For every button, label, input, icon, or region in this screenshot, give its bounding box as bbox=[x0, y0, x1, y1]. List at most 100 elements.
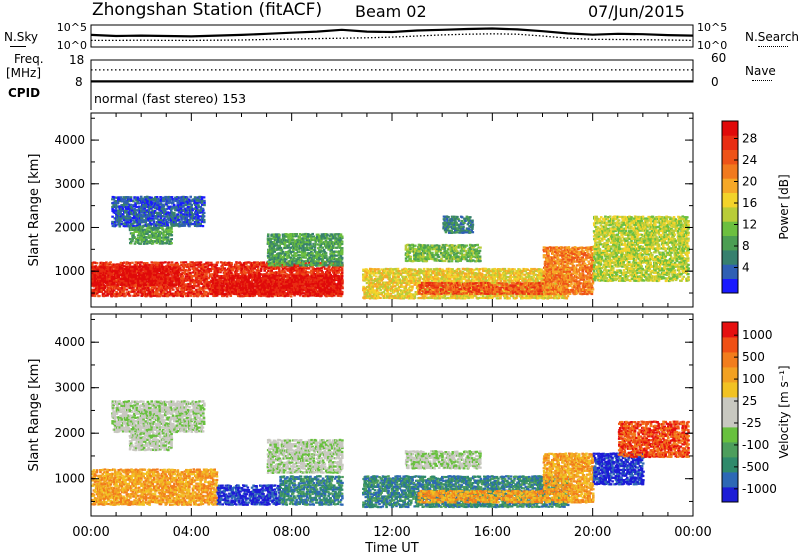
range-gate-cell bbox=[255, 272, 258, 274]
range-gate-cell bbox=[108, 281, 111, 283]
range-gate-cell bbox=[251, 287, 254, 289]
range-gate-cell bbox=[161, 264, 164, 266]
range-gate-cell bbox=[198, 277, 201, 279]
range-gate-cell bbox=[161, 287, 164, 289]
range-gate-cell bbox=[128, 270, 131, 272]
range-gate-cell bbox=[263, 295, 266, 297]
range-gate-cell bbox=[227, 268, 230, 270]
range-gate-cell bbox=[105, 281, 108, 283]
range-gate-cell bbox=[182, 287, 185, 289]
range-gate-cell bbox=[127, 268, 130, 270]
range-gate-cell bbox=[94, 289, 97, 291]
range-gate-cell bbox=[143, 272, 146, 274]
range-gate-cell bbox=[164, 293, 167, 295]
range-gate-cell bbox=[205, 285, 208, 287]
range-gate-cell bbox=[152, 265, 155, 267]
range-gate-cell bbox=[219, 287, 222, 289]
range-gate-cell bbox=[224, 264, 227, 266]
range-gate-cell bbox=[267, 276, 270, 278]
range-gate-cell bbox=[190, 279, 193, 281]
range-gate-cell bbox=[257, 292, 260, 294]
range-gate-cell bbox=[137, 291, 140, 293]
range-gate-cell bbox=[103, 289, 106, 291]
range-gate-cell bbox=[214, 285, 217, 287]
range-gate-cell bbox=[201, 268, 204, 270]
range-gate-cell bbox=[263, 287, 266, 289]
range-gate-cell bbox=[92, 280, 95, 282]
range-gate-cell bbox=[138, 276, 141, 278]
range-gate-cell bbox=[113, 283, 116, 285]
range-gate-cell bbox=[168, 285, 171, 287]
range-gate-cell bbox=[112, 277, 115, 279]
range-gate-cell bbox=[96, 286, 99, 288]
range-gate-cell bbox=[258, 273, 261, 275]
range-gate-cell bbox=[139, 279, 142, 281]
range-gate-cell bbox=[151, 289, 154, 291]
range-gate-cell bbox=[237, 291, 240, 293]
nsearch-label: N.Search bbox=[745, 30, 799, 44]
frequency-panel bbox=[91, 70, 693, 81]
range-gate-cell bbox=[228, 271, 231, 273]
range-gate-cell bbox=[203, 293, 206, 295]
range-gate-cell bbox=[161, 274, 164, 276]
range-gate-cell bbox=[117, 289, 120, 291]
range-gate-cell bbox=[193, 280, 196, 282]
range-gate-cell bbox=[268, 281, 271, 283]
range-gate-cell bbox=[144, 264, 147, 266]
range-gate-cell bbox=[153, 287, 156, 289]
range-gate-cell bbox=[130, 272, 133, 274]
range-gate-cell bbox=[144, 273, 147, 275]
range-gate-cell bbox=[199, 279, 202, 281]
range-gate-cell bbox=[224, 262, 227, 264]
range-gate-cell bbox=[245, 289, 248, 291]
range-gate-cell bbox=[189, 277, 192, 279]
range-gate-cell bbox=[259, 285, 262, 287]
range-gate-cell bbox=[261, 293, 264, 295]
range-gate-cell bbox=[258, 272, 261, 274]
range-gate-cell bbox=[105, 291, 108, 293]
range-gate-cell bbox=[125, 264, 128, 266]
range-gate-cell bbox=[108, 263, 111, 265]
range-gate-cell bbox=[266, 287, 269, 289]
range-gate-cell bbox=[152, 295, 155, 297]
range-gate-cell bbox=[121, 294, 124, 296]
range-gate-cell bbox=[101, 262, 104, 264]
range-gate-cell bbox=[98, 277, 101, 279]
range-gate-cell bbox=[167, 283, 170, 285]
range-gate-cell bbox=[236, 293, 239, 295]
range-gate-cell bbox=[156, 262, 159, 264]
range-gate-cell bbox=[137, 285, 140, 287]
range-gate-cell bbox=[136, 267, 139, 269]
range-gate-cell bbox=[119, 270, 122, 272]
range-gate-cell bbox=[227, 291, 230, 293]
range-gate-cell bbox=[184, 289, 187, 291]
range-gate-cell bbox=[180, 277, 183, 279]
range-gate-cell bbox=[105, 267, 108, 269]
range-gate-cell bbox=[105, 279, 108, 281]
range-gate-cell bbox=[199, 287, 202, 289]
range-gate-cell bbox=[140, 261, 143, 263]
range-gate-cell bbox=[169, 277, 172, 279]
range-gate-cell bbox=[268, 283, 271, 285]
range-gate-cell bbox=[206, 283, 209, 285]
range-gate-cell bbox=[173, 278, 176, 280]
range-gate-cell bbox=[251, 265, 254, 267]
range-gate-cell bbox=[180, 269, 183, 271]
range-gate-cell bbox=[254, 273, 257, 275]
range-gate-cell bbox=[173, 285, 176, 287]
range-gate-cell bbox=[226, 285, 229, 287]
range-gate-cell bbox=[146, 263, 149, 265]
range-gate-cell bbox=[136, 275, 139, 277]
range-gate-cell bbox=[194, 269, 197, 271]
range-gate-cell bbox=[134, 283, 137, 285]
range-gate-cell bbox=[94, 262, 97, 264]
range-gate-cell bbox=[171, 275, 174, 277]
range-gate-cell bbox=[132, 267, 135, 269]
range-gate-cell bbox=[159, 264, 162, 266]
range-gate-cell bbox=[182, 268, 185, 270]
range-gate-cell bbox=[267, 287, 270, 289]
range-gate-cell bbox=[229, 269, 232, 271]
range-gate-cell bbox=[100, 285, 103, 287]
range-gate-cell bbox=[192, 271, 195, 273]
range-gate-cell bbox=[171, 261, 174, 263]
